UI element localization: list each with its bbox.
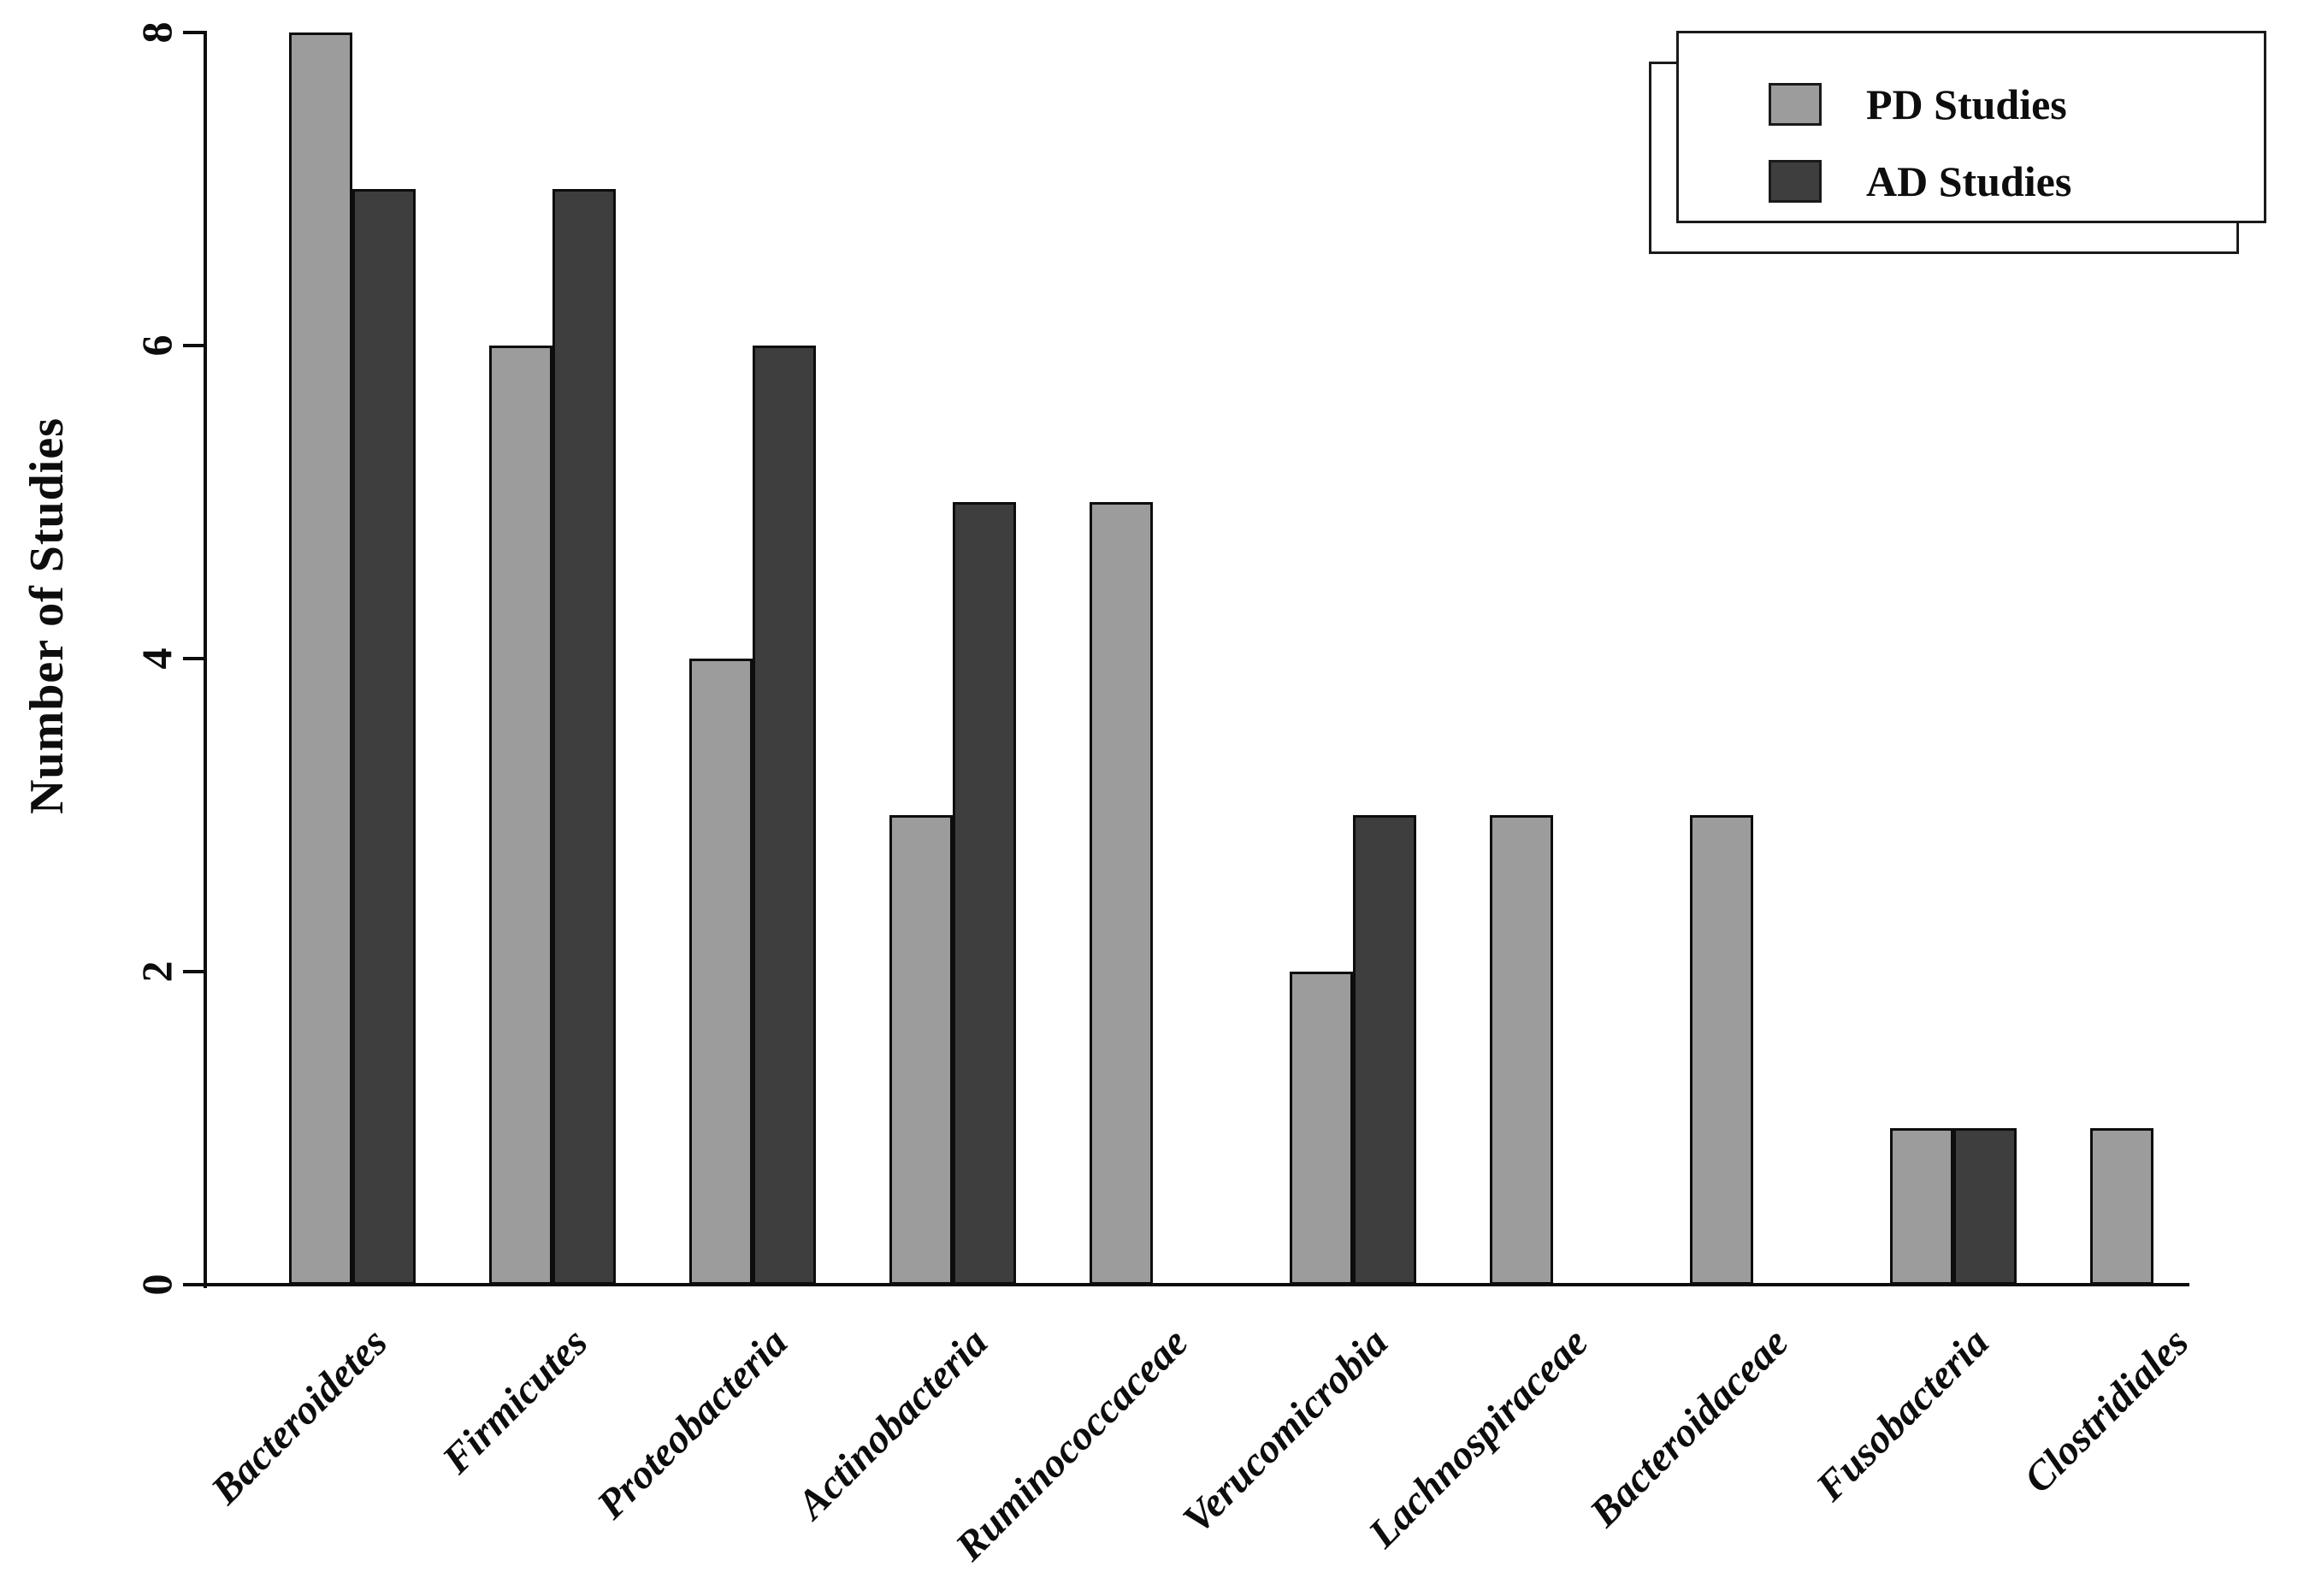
y-tick-mark: [183, 657, 205, 660]
x-tick-label: Proteobacteria: [588, 1319, 797, 1528]
x-axis-line: [204, 1283, 2189, 1286]
x-tick-label: Bacteroidetes: [203, 1319, 397, 1513]
y-tick-label: 4: [133, 647, 180, 670]
y-tick-mark: [183, 31, 205, 34]
bar-ad-verucomicrobia: [1353, 815, 1416, 1285]
ad-swatch: [1769, 160, 1822, 203]
bar-pd-lachnospiraceae: [1490, 815, 1553, 1285]
y-tick-label: 2: [133, 961, 180, 983]
legend-box: PD Studies AD Studies: [1676, 31, 2266, 223]
bar-pd-fusobacteria: [1890, 1128, 1953, 1285]
x-tick-label: Verucomicrobia: [1174, 1319, 1397, 1542]
y-tick-mark: [183, 1283, 205, 1286]
bar-ad-firmicutes: [552, 189, 616, 1285]
legend-label-pd: PD Studies: [1866, 80, 2067, 128]
bar-ad-proteobacteria: [753, 346, 816, 1285]
x-tick-label: Clostridiales: [2015, 1319, 2198, 1502]
y-tick-label: 6: [133, 334, 180, 357]
bar-pd-proteobacteria: [689, 659, 753, 1285]
x-tick-label: Actinobacteria: [789, 1319, 997, 1528]
legend-entry-ad: AD Studies: [1769, 160, 2071, 203]
x-tick-label: Lachnospiraceae: [1360, 1319, 1598, 1557]
legend-label-ad: AD Studies: [1866, 157, 2072, 205]
bar-pd-verucomicrobia: [1290, 972, 1353, 1285]
y-axis-line: [204, 31, 207, 1288]
bar-ad-fusobacteria: [1953, 1128, 2017, 1285]
bar-pd-ruminococcaceae: [1090, 502, 1153, 1285]
bar-pd-actinobacteria: [889, 815, 953, 1285]
x-tick-label: Bacteroidaceae: [1580, 1319, 1798, 1536]
y-axis-title: Number of Studies: [21, 417, 74, 815]
bar-ad-bacteroidetes: [352, 189, 416, 1285]
pd-swatch: [1769, 83, 1822, 126]
x-tick-label: Fusobacteria: [1807, 1319, 1998, 1510]
x-tick-label: Firmicutes: [434, 1319, 597, 1483]
y-tick-mark: [183, 344, 205, 347]
y-tick-label: 0: [133, 1274, 180, 1296]
y-tick-mark: [183, 970, 205, 973]
bar-ad-actinobacteria: [953, 502, 1016, 1285]
bar-pd-clostridiales: [2090, 1128, 2153, 1285]
bar-pd-bacteroidetes: [289, 33, 352, 1285]
y-tick-label: 8: [133, 21, 180, 44]
legend-entry-pd: PD Studies: [1769, 83, 2067, 126]
bar-pd-firmicutes: [489, 346, 552, 1285]
bar-pd-bacteroidaceae: [1690, 815, 1753, 1285]
